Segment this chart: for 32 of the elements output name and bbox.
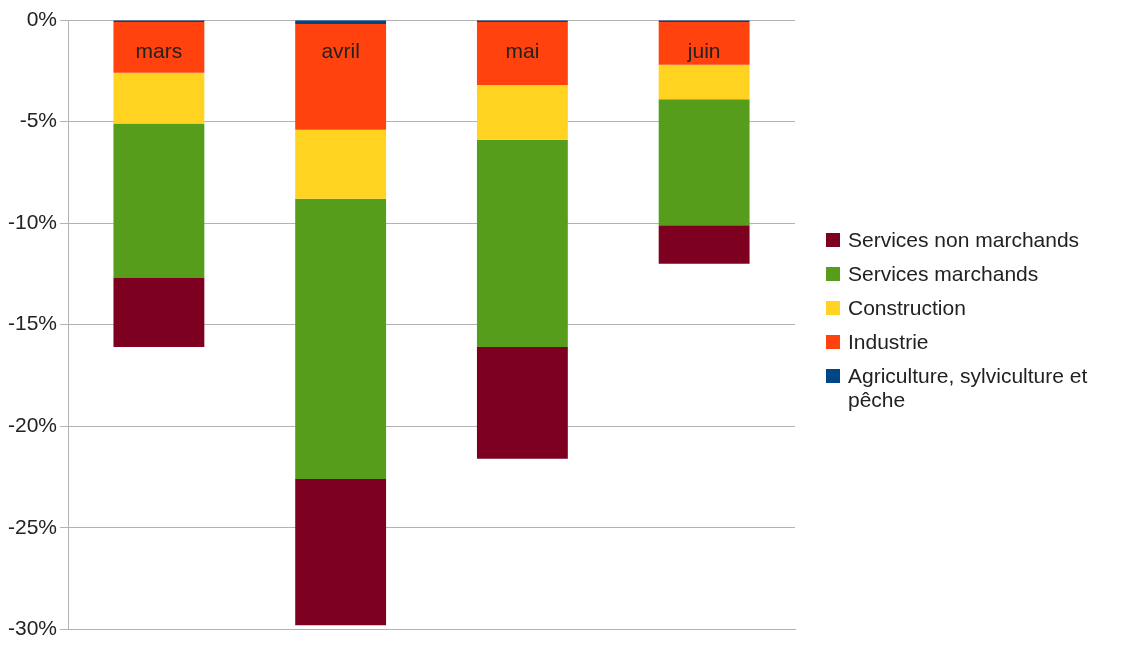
bar: [295, 129, 387, 199]
bar: [658, 22, 750, 65]
bar: [295, 198, 387, 480]
y-tick-label: -5%: [19, 108, 58, 132]
bar: [295, 24, 387, 130]
bar: [113, 277, 205, 348]
bar: [658, 225, 750, 264]
legend-label: Construction: [848, 296, 966, 320]
bar: [113, 72, 205, 124]
bar: [476, 85, 568, 140]
y-tick-label: 0%: [26, 6, 58, 30]
bar: [113, 22, 205, 73]
bar: [295, 479, 387, 626]
y-tick-label: -25%: [7, 514, 58, 538]
bar: [476, 139, 568, 348]
x-tick-label: mars: [135, 39, 183, 63]
legend-label: Agriculture, sylviculture et pêche: [848, 364, 1089, 412]
y-tick-label: -30%: [7, 616, 58, 640]
x-tick-label: mai: [505, 39, 540, 63]
bar: [658, 64, 750, 100]
y-tick-label: -15%: [7, 311, 58, 335]
legend-label: Services marchands: [848, 262, 1039, 286]
y-tick-label: -10%: [7, 209, 58, 233]
bar: [476, 347, 568, 459]
bar: [658, 99, 750, 226]
legend-label: Services non marchands: [848, 228, 1080, 252]
legend-label: Industrie: [848, 330, 929, 354]
bar: [113, 123, 205, 278]
x-tick-label: avril: [321, 39, 360, 63]
x-tick-label: juin: [686, 39, 721, 63]
bar: [476, 22, 568, 85]
y-tick-label: -20%: [7, 413, 58, 437]
